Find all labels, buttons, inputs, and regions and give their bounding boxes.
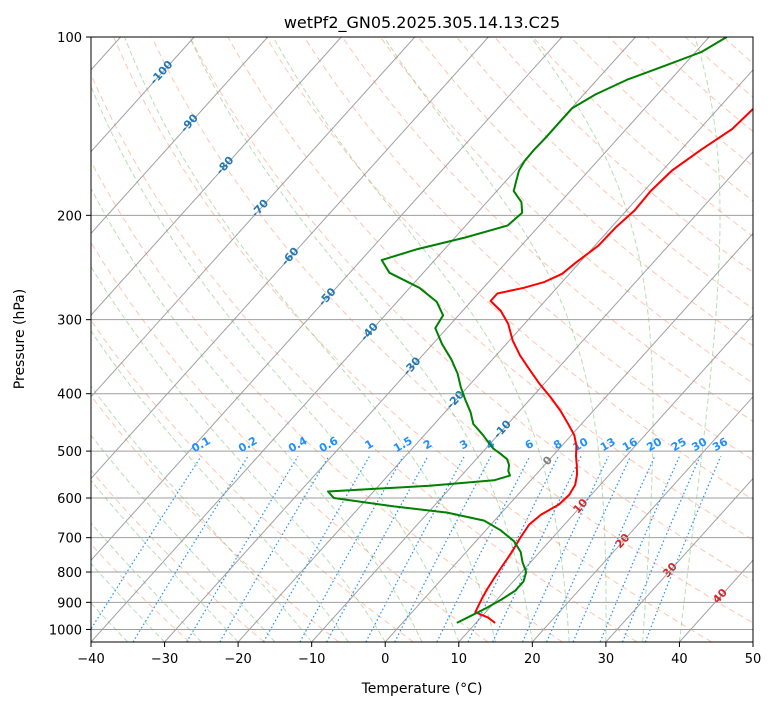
mixing-ratio-line [546, 455, 632, 642]
moist-adiabat [91, 187, 423, 642]
mixing-ratio-line [521, 455, 609, 642]
moist-adiabat [189, 37, 533, 642]
moist-adiabat [91, 85, 460, 642]
dewpoint-profile-line [327, 37, 728, 624]
mixing-ratio-line [644, 455, 722, 642]
moist-adiabat [383, 37, 607, 642]
dry-adiabat [151, 37, 753, 624]
dry-adiabat [91, 469, 265, 642]
dry-adiabat [761, 37, 775, 642]
isotherm-line [91, 37, 416, 398]
moist-adiabats [91, 37, 721, 642]
mixing-ratio-line [186, 455, 299, 642]
mixing-ratio-line [219, 455, 330, 642]
profile-series [327, 37, 753, 624]
isotherm-line [237, 69, 753, 642]
x-tick-label: 40 [671, 652, 688, 667]
moist-adiabat [91, 479, 239, 642]
mixing-ratio-line [492, 455, 582, 642]
y-axis-title: Pressure (hPa) [12, 289, 28, 389]
moist-adiabat [530, 37, 654, 642]
dry-adiabat [91, 241, 489, 642]
moist-adiabat [272, 37, 570, 642]
moist-adiabat [678, 37, 721, 642]
dry-adiabat [189, 37, 753, 582]
moist-adiabat [91, 330, 349, 642]
x-axis-title: Temperature (°C) [361, 681, 483, 697]
moist-adiabat [91, 265, 386, 642]
dry-adiabat [91, 543, 191, 642]
isotherm-line [531, 396, 753, 642]
moist-adiabat [91, 562, 165, 642]
y-axis: 100 200 300 400 500 600 700 800 900 1000 [49, 31, 91, 638]
y-tick-label: 700 [57, 532, 82, 547]
isotherm-line [605, 477, 753, 642]
isotherm-line [91, 37, 269, 235]
y-tick-label: 800 [57, 566, 82, 581]
isotherm-line [91, 37, 195, 153]
isotherm-line [458, 314, 753, 642]
y-tick-label: 300 [57, 314, 82, 329]
isotherm-line [384, 232, 753, 642]
x-axis: −40 −30 −20 −10 0 10 20 30 40 50 [77, 642, 761, 667]
isotherm-line [91, 37, 342, 316]
x-tick-label: 10 [451, 652, 468, 667]
isotherm-line [91, 37, 563, 562]
y-tick-label: 200 [57, 209, 82, 224]
x-tick-label: 0 [381, 652, 389, 667]
y-tick-label: 100 [57, 31, 82, 46]
x-tick-label: 20 [524, 652, 541, 667]
x-tick-label: −30 [151, 652, 178, 667]
isotherm-line [311, 150, 753, 642]
y-tick-label: 900 [57, 596, 82, 611]
mixing-ratio-line [622, 455, 701, 642]
x-tick-label: 50 [745, 652, 762, 667]
dry-adiabat [456, 37, 753, 310]
x-tick-label: −40 [77, 652, 104, 667]
isotherm-line [91, 37, 489, 480]
isotherm-line [752, 641, 753, 642]
mixing-ratio-line [467, 455, 559, 642]
y-tick-label: 500 [57, 445, 82, 460]
dry-adiabat [91, 395, 340, 642]
chart-title: wetPf2_GN05.2025.305.14.13.C25 [284, 13, 560, 33]
x-tick-label: −10 [298, 652, 325, 667]
dry-adiabat [265, 37, 753, 501]
pressure-gridlines [91, 37, 753, 630]
temperature-profile-line [474, 107, 753, 624]
y-tick-label: 400 [57, 388, 82, 403]
y-tick-label: 1000 [49, 623, 82, 638]
isotherms [91, 37, 753, 642]
plot-frame [90, 36, 754, 643]
isotherm-line [164, 37, 710, 642]
x-tick-label: −20 [224, 652, 251, 667]
moist-adiabat [91, 434, 276, 642]
x-tick-label: 30 [598, 652, 615, 667]
moist-adiabat [91, 522, 202, 642]
y-tick-label: 600 [57, 492, 82, 507]
moist-adiabat [124, 37, 497, 642]
